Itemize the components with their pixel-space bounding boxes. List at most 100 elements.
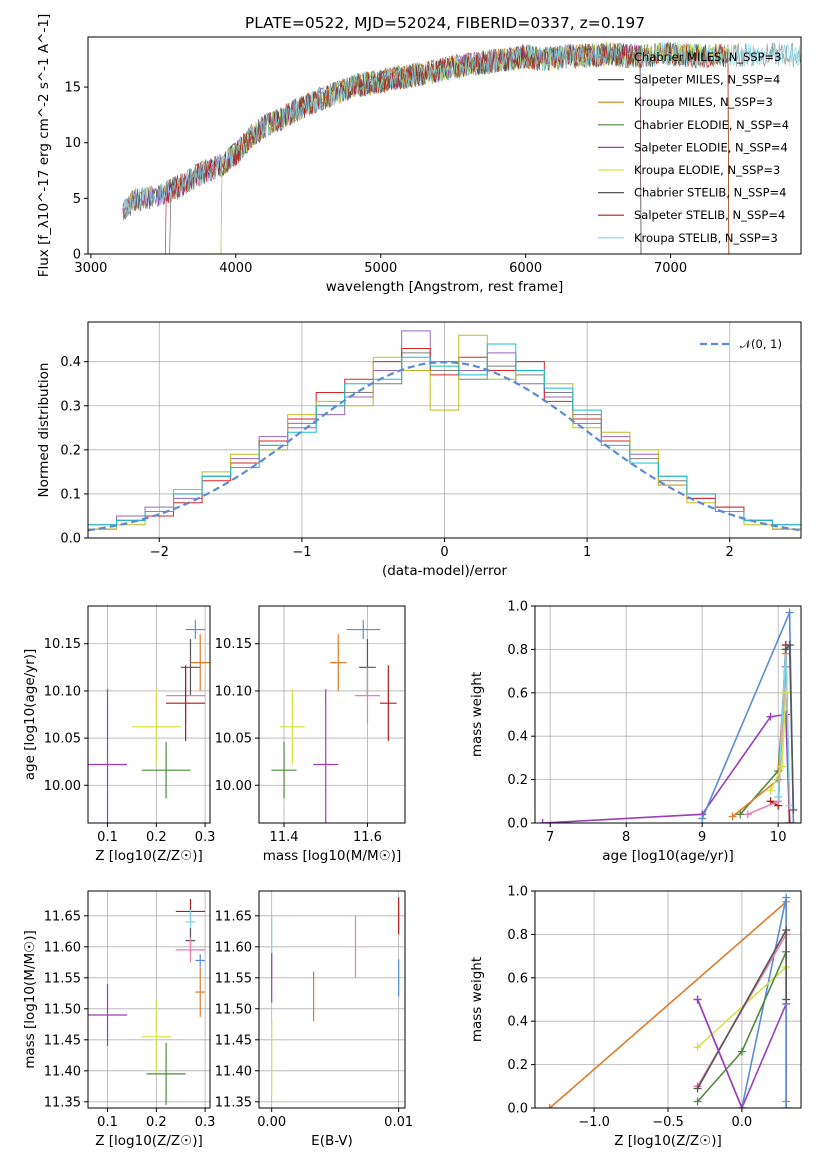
y-tick-label: 11.40 xyxy=(215,1064,252,1079)
y-tick-label: 0.4 xyxy=(60,355,81,370)
y-axis-label: mass weight xyxy=(469,957,485,1042)
x-tick-label: 0.01 xyxy=(384,1115,413,1130)
y-tick-label: 11.35 xyxy=(44,1095,81,1110)
x-axis-label: wavelength [Angstrom, rest frame] xyxy=(326,279,564,295)
mass-weight-series xyxy=(701,612,795,823)
y-tick-label: 0.4 xyxy=(507,1015,528,1030)
y-tick-label: 11.35 xyxy=(215,1095,252,1110)
x-tick-label: 3000 xyxy=(74,261,107,276)
legend-entry: Kroupa MILES, N_SSP=3 xyxy=(634,95,773,109)
plot-area xyxy=(259,606,405,823)
plot-area xyxy=(88,606,210,823)
axes-frame xyxy=(258,605,406,824)
x-axis-label: mass [log10(M/M☉)] xyxy=(263,848,402,864)
y-tick-label: 10.05 xyxy=(215,732,252,747)
panel-spectrum: 3000 4000 5000 6000 7000 0 5 10 15 wavelength [An… xyxy=(36,14,802,295)
x-axis-label: E(B-V) xyxy=(311,1133,353,1149)
data-point xyxy=(785,801,794,810)
data-point xyxy=(737,1047,746,1056)
legend-entry: Kroupa ELODIE, N_SSP=3 xyxy=(634,163,780,177)
plot-area xyxy=(259,891,405,1108)
legend-entry: Salpeter MILES, N_SSP=4 xyxy=(634,73,780,87)
y-tick-label: 11.40 xyxy=(44,1064,81,1079)
data-point xyxy=(785,819,794,823)
data-point xyxy=(782,1104,791,1108)
plot-area xyxy=(122,41,801,254)
legend-entry: Chabrier MILES, N_SSP=3 xyxy=(634,50,781,64)
legend-entry: Salpeter ELODIE, N_SSP=4 xyxy=(634,140,788,154)
plot-area xyxy=(88,322,801,538)
y-tick-label: 0.1 xyxy=(60,487,81,502)
legend-entry: Chabrier ELODIE, N_SSP=4 xyxy=(634,118,789,132)
data-point xyxy=(781,688,790,697)
x-tick-label: 9 xyxy=(698,830,706,845)
y-tick-label: 11.50 xyxy=(44,1002,81,1017)
spectrum-series-line xyxy=(122,42,801,254)
y-tick-label: 1.0 xyxy=(507,885,528,900)
panel-residuals: −2 −1 0 1 2 0.0 0.1 0.2 0.3 0.4 (data-model)/error… xyxy=(36,321,802,579)
y-tick-label: 11.65 xyxy=(44,909,81,924)
y-tick-label: 11.45 xyxy=(44,1033,81,1048)
y-tick-label: 0.2 xyxy=(507,773,528,788)
spectrum-series-line xyxy=(122,41,801,254)
y-axis-label: Flux [f_λ10^-17 erg cm^-2 s^-1 A^-1] xyxy=(36,14,52,277)
y-tick-label: 10.15 xyxy=(215,637,252,652)
mass-weight-series xyxy=(542,713,791,823)
data-point xyxy=(766,786,775,795)
y-tick-label: 0.2 xyxy=(60,443,81,458)
data-point xyxy=(693,1043,702,1052)
data-point xyxy=(737,1104,746,1108)
x-tick-label: −2 xyxy=(150,545,169,560)
x-axis-label: Z [log10(Z/Z☉)] xyxy=(95,1133,203,1149)
spectrum-series-line xyxy=(122,43,801,254)
histogram-series xyxy=(88,343,801,538)
data-point xyxy=(766,712,775,721)
y-tick-label: 0.3 xyxy=(60,399,81,414)
x-axis-label: Z [log10(Z/Z☉)] xyxy=(95,848,203,864)
x-tick-label: 6000 xyxy=(509,261,542,276)
data-point xyxy=(545,1104,554,1108)
y-tick-label: 0.0 xyxy=(507,1102,528,1117)
legend-entry: Chabrier STELIB, N_SSP=4 xyxy=(634,186,786,200)
x-tick-label: 7 xyxy=(546,830,554,845)
y-axis-label: Normed distribution xyxy=(36,363,52,498)
x-tick-label: 0.3 xyxy=(195,830,216,845)
y-tick-label: 10.05 xyxy=(44,732,81,747)
legend-entry: 𝒩(0, 1) xyxy=(740,337,782,351)
x-tick-label: 10 xyxy=(770,830,787,845)
x-tick-label: 1 xyxy=(583,545,591,560)
panel-age-vs-mass: 11.4 11.6 10.00 10.05 10.10 10.15 mass [log10(… xyxy=(215,605,406,864)
x-tick-label: −0.5 xyxy=(652,1115,684,1130)
x-tick-label: 8 xyxy=(622,830,630,845)
y-tick-label: 0 xyxy=(73,248,81,263)
data-point xyxy=(785,608,794,617)
data-point xyxy=(693,995,702,1004)
axes-frame xyxy=(258,890,406,1109)
y-axis-label: age [log10(age/yr)] xyxy=(22,649,38,781)
data-point xyxy=(693,1097,702,1106)
figure-title: PLATE=0522, MJD=52024, FIBERID=0337, z=0… xyxy=(245,14,645,32)
axes-frame xyxy=(87,605,211,824)
plot-area xyxy=(88,891,210,1108)
x-tick-label: −1 xyxy=(292,545,311,560)
y-tick-label: 10.10 xyxy=(44,684,81,699)
legend-entry: Salpeter STELIB, N_SSP=4 xyxy=(634,208,785,222)
x-tick-label: 5000 xyxy=(364,261,397,276)
y-tick-label: 11.45 xyxy=(215,1033,252,1048)
x-tick-label: 4000 xyxy=(219,261,252,276)
data-point xyxy=(782,893,791,902)
axes-frame xyxy=(87,36,802,255)
data-point xyxy=(538,819,547,823)
data-point xyxy=(736,810,745,819)
y-axis-label: mass weight xyxy=(469,672,485,757)
y-tick-label: 10.15 xyxy=(44,637,81,652)
y-tick-label: 11.55 xyxy=(215,971,252,986)
mass-weight-series xyxy=(696,999,743,1108)
axes-frame xyxy=(87,890,211,1109)
plot-area xyxy=(535,606,801,823)
y-tick-label: 0.6 xyxy=(507,686,528,701)
y-axis-label: mass [log10(M/M☉)] xyxy=(22,930,38,1069)
normal-curve xyxy=(88,360,801,532)
data-point xyxy=(774,792,783,801)
data-point xyxy=(782,995,791,1004)
